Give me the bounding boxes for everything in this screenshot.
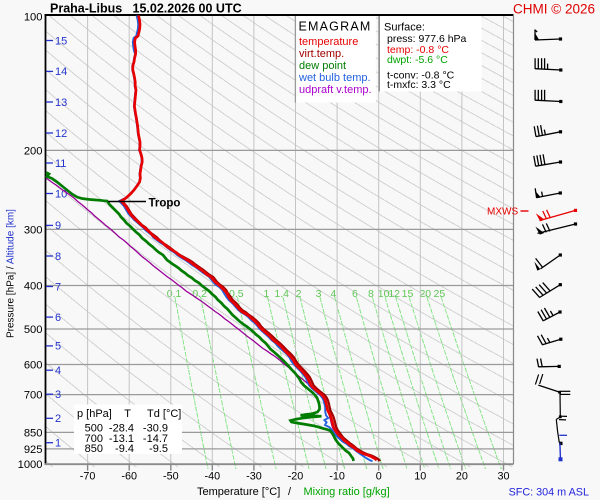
svg-text:-50: -50 [163,471,179,483]
svg-text:12: 12 [55,128,67,140]
svg-text:0.1: 0.1 [167,288,182,300]
svg-text:13: 13 [55,97,67,109]
svg-text:Pressure [hPa] / Altitude [k: Pressure [hPa] / Altitude [km] [6,209,17,338]
svg-text:11: 11 [55,158,66,170]
svg-text:t-mxfc: 3.3 °C: t-mxfc: 3.3 °C [387,79,451,91]
svg-text:temp: -0.8 °C: temp: -0.8 °C [387,44,449,56]
svg-text:0: 0 [376,471,382,483]
svg-text:500: 500 [85,422,103,434]
svg-text:MXWS: MXWS [487,207,518,218]
svg-text:-9.5: -9.5 [149,443,168,455]
svg-text:-10: -10 [329,471,345,483]
svg-text:Mixing ratio [g/kg]: Mixing ratio [g/kg] [304,486,390,498]
svg-text:7: 7 [55,281,61,293]
svg-text:-13.1: -13.1 [109,433,134,445]
svg-text:2: 2 [296,288,302,300]
svg-text:4: 4 [55,365,61,377]
svg-text:6: 6 [352,288,358,300]
svg-text:-70: -70 [80,471,96,483]
svg-text:9: 9 [55,220,61,232]
svg-text:700: 700 [24,390,43,402]
svg-text:400: 400 [24,281,43,293]
svg-text:500: 500 [24,324,43,336]
svg-text:8: 8 [55,251,61,263]
svg-text:Praha-Libus: Praha-Libus [50,2,122,16]
svg-text:-14.7: -14.7 [143,433,168,445]
svg-text:0.2: 0.2 [192,288,207,300]
svg-text:temperature: temperature [299,36,358,48]
svg-text:SFC: 304 m ASL: SFC: 304 m ASL [509,486,589,498]
svg-text:-40: -40 [204,471,220,483]
svg-text:Temperature [°C]: Temperature [°C] [197,486,280,498]
svg-text:Td [°C]: Td [°C] [147,408,181,420]
svg-text:8: 8 [368,288,374,300]
svg-text:5: 5 [55,341,61,353]
svg-text:12: 12 [388,288,400,300]
svg-text:850: 850 [85,443,103,455]
svg-text:3: 3 [316,288,322,300]
svg-text:850: 850 [24,427,43,439]
svg-text:T: T [124,408,131,420]
svg-text:-30: -30 [246,471,262,483]
svg-text:20: 20 [419,288,431,300]
svg-text:3: 3 [55,389,61,401]
svg-text:udpraft v.temp.: udpraft v.temp. [299,84,372,96]
svg-text:t-conv: -0.8 °C: t-conv: -0.8 °C [387,70,455,82]
svg-text:wet bulb temp.: wet bulb temp. [298,72,371,84]
svg-text:20: 20 [456,471,468,483]
svg-text:dew point: dew point [299,60,346,72]
svg-text:Surface:: Surface: [384,22,425,34]
svg-text:0.5: 0.5 [229,288,244,300]
svg-text:15: 15 [402,288,414,300]
svg-text:-60: -60 [121,471,137,483]
svg-text:EMAGRAM: EMAGRAM [299,20,372,34]
svg-text:Tropo: Tropo [149,198,181,210]
svg-text:-20: -20 [288,471,304,483]
svg-text:4: 4 [330,288,336,300]
svg-text:10: 10 [378,288,390,300]
svg-text:virt.temp.: virt.temp. [299,48,344,60]
svg-text:100: 100 [24,12,43,24]
svg-text:dwpt: -5.6 °C: dwpt: -5.6 °C [387,54,448,66]
svg-text:14: 14 [55,66,67,78]
svg-text:30: 30 [497,471,509,483]
svg-text:700: 700 [85,433,103,445]
svg-text:p [hPa]: p [hPa] [77,408,112,420]
svg-text:1: 1 [55,438,61,450]
svg-text:200: 200 [24,145,43,157]
svg-text:-30.9: -30.9 [143,422,168,434]
svg-text:6: 6 [55,312,61,324]
svg-text:1000: 1000 [18,459,43,471]
svg-text:25: 25 [434,288,446,300]
svg-text:-28.4: -28.4 [109,422,134,434]
svg-text:300: 300 [24,224,43,236]
svg-text:CHMI © 2026: CHMI © 2026 [513,2,595,17]
svg-text:600: 600 [24,360,43,372]
svg-text:925: 925 [24,444,43,456]
svg-text:press: 977.6 hPa: press: 977.6 hPa [387,33,467,45]
svg-text:1: 1 [263,288,269,300]
svg-text:1.4: 1.4 [274,288,289,300]
svg-text:15.02.2026 00 UTC: 15.02.2026 00 UTC [133,2,242,16]
svg-text:15: 15 [55,35,67,47]
svg-text:/: / [288,486,292,498]
svg-text:10: 10 [414,471,426,483]
svg-text:2: 2 [55,413,61,425]
svg-text:-9.4: -9.4 [115,443,134,455]
